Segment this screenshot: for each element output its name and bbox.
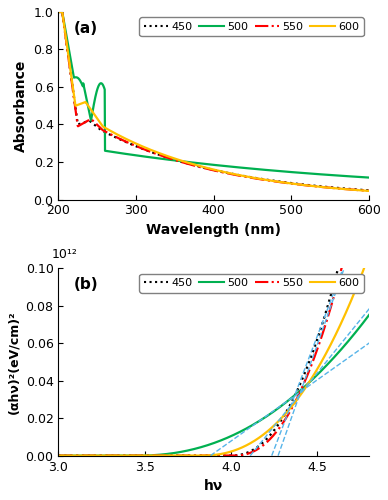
Text: (a): (a): [74, 22, 98, 36]
Text: (b): (b): [74, 278, 99, 292]
X-axis label: hν: hν: [204, 479, 223, 493]
Y-axis label: Absorbance: Absorbance: [14, 60, 28, 152]
Text: 10¹²: 10¹²: [52, 248, 78, 260]
Y-axis label: (αhν)²(eV/cm)²: (αhν)²(eV/cm)²: [7, 310, 20, 414]
Legend: 450, 500, 550, 600: 450, 500, 550, 600: [139, 18, 364, 36]
X-axis label: Wavelength (nm): Wavelength (nm): [146, 223, 281, 237]
Legend: 450, 500, 550, 600: 450, 500, 550, 600: [139, 274, 364, 292]
